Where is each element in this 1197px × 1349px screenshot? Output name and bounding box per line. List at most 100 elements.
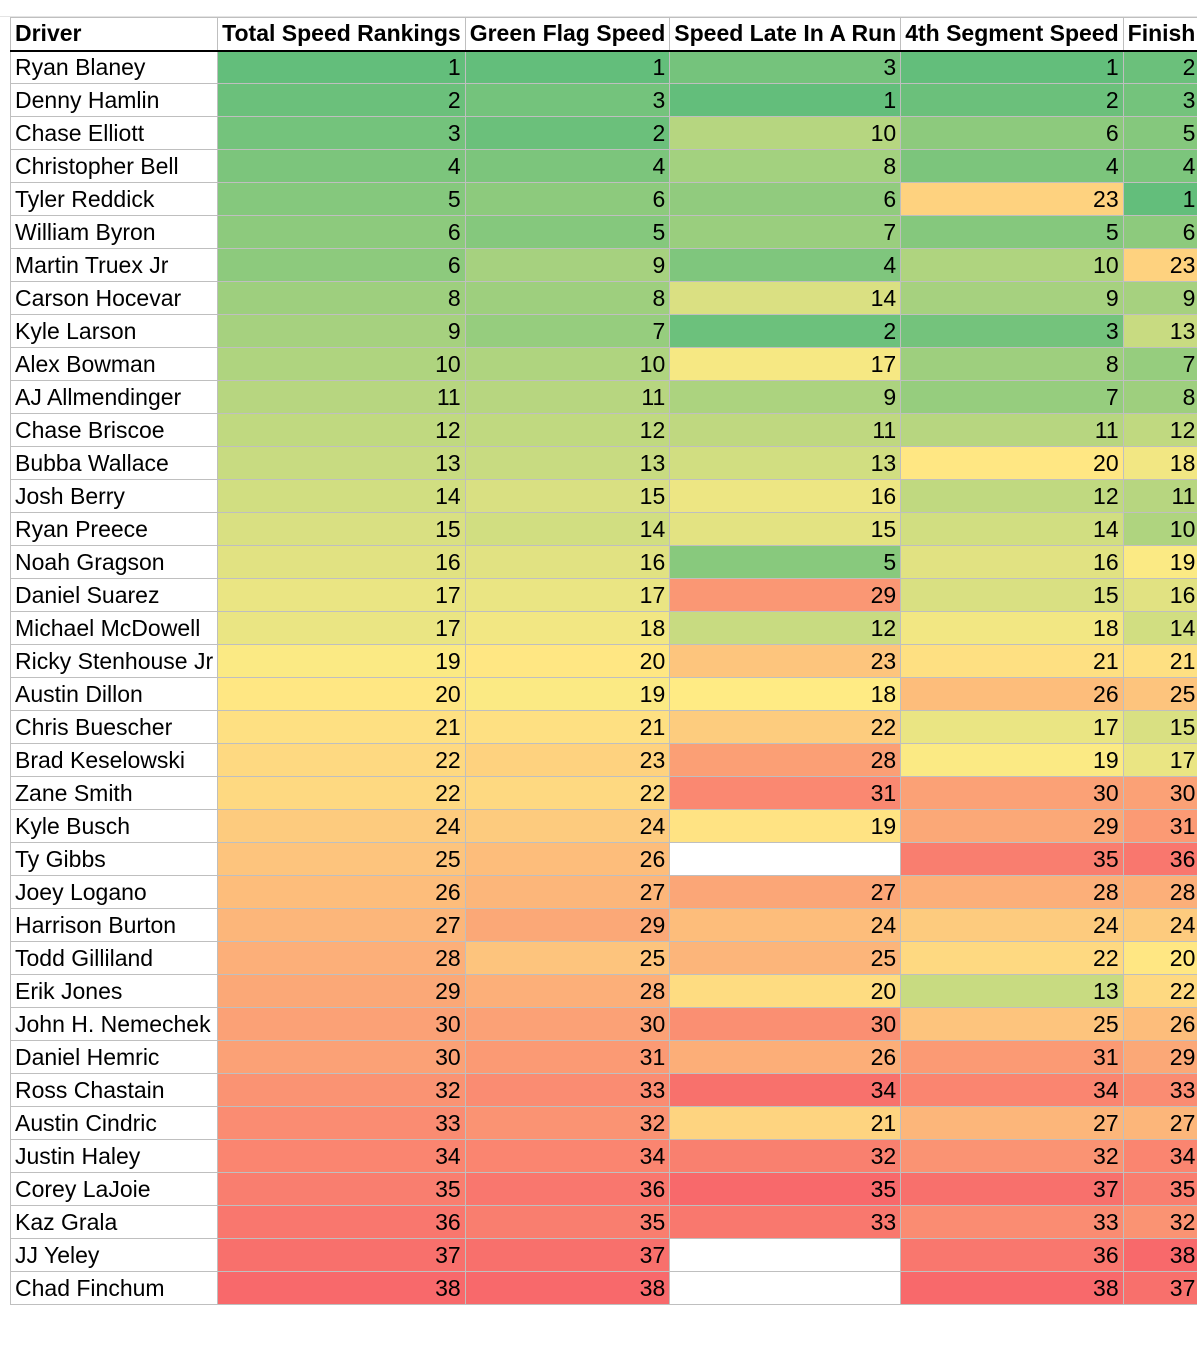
4th-segment-speed-cell[interactable]: 35 xyxy=(900,842,1124,876)
total-speed-rankings-cell[interactable]: 32 xyxy=(217,1073,466,1107)
finish-cell[interactable]: 24 xyxy=(1122,908,1197,942)
driver-name-cell[interactable]: Daniel Suarez xyxy=(9,578,219,612)
finish-cell[interactable]: 26 xyxy=(1122,1007,1197,1041)
finish-cell[interactable]: 1 xyxy=(1122,182,1197,216)
finish-cell[interactable]: 11 xyxy=(1122,479,1197,513)
4th-segment-speed-cell[interactable]: 36 xyxy=(900,1238,1124,1272)
speed-late-in-a-run-cell[interactable]: 25 xyxy=(669,941,902,975)
green-flag-speed-cell[interactable]: 35 xyxy=(464,1205,671,1239)
green-flag-speed-cell[interactable]: 5 xyxy=(464,215,671,249)
green-flag-speed-cell[interactable]: 14 xyxy=(464,512,671,546)
finish-cell[interactable]: 12 xyxy=(1122,413,1197,447)
speed-late-in-a-run-cell[interactable]: 3 xyxy=(669,50,902,84)
total-speed-rankings-cell[interactable]: 17 xyxy=(217,611,466,645)
total-speed-rankings-cell[interactable]: 6 xyxy=(217,215,466,249)
green-flag-speed-cell[interactable]: 26 xyxy=(464,842,671,876)
speed-late-in-a-run-cell[interactable]: 11 xyxy=(669,413,902,447)
4th-segment-speed-cell[interactable]: 37 xyxy=(900,1172,1124,1206)
speed-late-in-a-run-cell[interactable]: 7 xyxy=(669,215,902,249)
green-flag-speed-cell[interactable]: 34 xyxy=(464,1139,671,1173)
speed-late-in-a-run-cell[interactable] xyxy=(669,1238,902,1272)
speed-late-in-a-run-cell[interactable]: 30 xyxy=(669,1007,902,1041)
finish-cell[interactable]: 22 xyxy=(1122,974,1197,1008)
finish-cell[interactable]: 30 xyxy=(1122,776,1197,810)
4th-segment-speed-cell[interactable]: 33 xyxy=(900,1205,1124,1239)
total-speed-rankings-cell[interactable]: 8 xyxy=(217,281,466,315)
finish-cell[interactable]: 14 xyxy=(1122,611,1197,645)
green-flag-speed-cell[interactable]: 21 xyxy=(464,710,671,744)
driver-name-cell[interactable]: Bubba Wallace xyxy=(9,446,219,480)
speed-late-in-a-run-cell[interactable]: 1 xyxy=(669,83,902,117)
speed-late-in-a-run-cell[interactable]: 24 xyxy=(669,908,902,942)
finish-cell[interactable]: 23 xyxy=(1122,248,1197,282)
driver-name-cell[interactable]: Josh Berry xyxy=(9,479,219,513)
green-flag-speed-cell[interactable]: 25 xyxy=(464,941,671,975)
green-flag-speed-cell[interactable]: 19 xyxy=(464,677,671,711)
total-speed-rankings-cell[interactable]: 35 xyxy=(217,1172,466,1206)
speed-late-in-a-run-cell[interactable]: 15 xyxy=(669,512,902,546)
total-speed-rankings-cell[interactable]: 22 xyxy=(217,743,466,777)
speed-late-in-a-run-cell[interactable]: 6 xyxy=(669,182,902,216)
total-speed-rankings-cell[interactable]: 28 xyxy=(217,941,466,975)
total-speed-rankings-cell[interactable]: 29 xyxy=(217,974,466,1008)
finish-cell[interactable]: 28 xyxy=(1122,875,1197,909)
driver-name-cell[interactable]: Carson Hocevar xyxy=(9,281,219,315)
total-speed-rankings-cell[interactable]: 1 xyxy=(217,50,466,84)
driver-name-cell[interactable]: Austin Cindric xyxy=(9,1106,219,1140)
finish-cell[interactable]: 21 xyxy=(1122,644,1197,678)
total-speed-rankings-cell[interactable]: 34 xyxy=(217,1139,466,1173)
finish-cell[interactable]: 31 xyxy=(1122,809,1197,843)
speed-late-in-a-run-cell[interactable]: 22 xyxy=(669,710,902,744)
header-total-speed-rankings[interactable]: Total Speed Rankings xyxy=(217,17,466,52)
green-flag-speed-cell[interactable]: 4 xyxy=(464,149,671,183)
driver-name-cell[interactable]: Chase Briscoe xyxy=(9,413,219,447)
total-speed-rankings-cell[interactable]: 3 xyxy=(217,116,466,150)
speed-late-in-a-run-cell[interactable]: 21 xyxy=(669,1106,902,1140)
header-4th-segment-speed[interactable]: 4th Segment Speed xyxy=(900,17,1124,52)
speed-late-in-a-run-cell[interactable]: 2 xyxy=(669,314,902,348)
4th-segment-speed-cell[interactable]: 25 xyxy=(900,1007,1124,1041)
finish-cell[interactable]: 29 xyxy=(1122,1040,1197,1074)
total-speed-rankings-cell[interactable]: 19 xyxy=(217,644,466,678)
green-flag-speed-cell[interactable]: 3 xyxy=(464,83,671,117)
green-flag-speed-cell[interactable]: 20 xyxy=(464,644,671,678)
green-flag-speed-cell[interactable]: 18 xyxy=(464,611,671,645)
total-speed-rankings-cell[interactable]: 20 xyxy=(217,677,466,711)
finish-cell[interactable]: 35 xyxy=(1122,1172,1197,1206)
green-flag-speed-cell[interactable]: 32 xyxy=(464,1106,671,1140)
green-flag-speed-cell[interactable]: 6 xyxy=(464,182,671,216)
green-flag-speed-cell[interactable]: 10 xyxy=(464,347,671,381)
4th-segment-speed-cell[interactable]: 24 xyxy=(900,908,1124,942)
driver-name-cell[interactable]: Denny Hamlin xyxy=(9,83,219,117)
finish-cell[interactable]: 5 xyxy=(1122,116,1197,150)
driver-name-cell[interactable]: Brad Keselowski xyxy=(9,743,219,777)
driver-name-cell[interactable]: Christopher Bell xyxy=(9,149,219,183)
green-flag-speed-cell[interactable]: 15 xyxy=(464,479,671,513)
4th-segment-speed-cell[interactable]: 20 xyxy=(900,446,1124,480)
driver-name-cell[interactable]: Alex Bowman xyxy=(9,347,219,381)
total-speed-rankings-cell[interactable]: 37 xyxy=(217,1238,466,1272)
driver-name-cell[interactable]: AJ Allmendinger xyxy=(9,380,219,414)
total-speed-rankings-cell[interactable]: 21 xyxy=(217,710,466,744)
driver-name-cell[interactable]: JJ Yeley xyxy=(9,1238,219,1272)
4th-segment-speed-cell[interactable]: 38 xyxy=(900,1271,1124,1305)
total-speed-rankings-cell[interactable]: 33 xyxy=(217,1106,466,1140)
total-speed-rankings-cell[interactable]: 6 xyxy=(217,248,466,282)
green-flag-speed-cell[interactable]: 7 xyxy=(464,314,671,348)
driver-name-cell[interactable]: Tyler Reddick xyxy=(9,182,219,216)
4th-segment-speed-cell[interactable]: 15 xyxy=(900,578,1124,612)
finish-cell[interactable]: 16 xyxy=(1122,578,1197,612)
speed-late-in-a-run-cell[interactable]: 33 xyxy=(669,1205,902,1239)
4th-segment-speed-cell[interactable]: 2 xyxy=(900,83,1124,117)
driver-name-cell[interactable]: John H. Nemechek xyxy=(9,1007,219,1041)
speed-late-in-a-run-cell[interactable]: 19 xyxy=(669,809,902,843)
driver-name-cell[interactable]: Corey LaJoie xyxy=(9,1172,219,1206)
4th-segment-speed-cell[interactable]: 28 xyxy=(900,875,1124,909)
driver-name-cell[interactable]: Kaz Grala xyxy=(9,1205,219,1239)
total-speed-rankings-cell[interactable]: 11 xyxy=(217,380,466,414)
4th-segment-speed-cell[interactable]: 1 xyxy=(900,50,1124,84)
green-flag-speed-cell[interactable]: 16 xyxy=(464,545,671,579)
speed-late-in-a-run-cell[interactable]: 12 xyxy=(669,611,902,645)
green-flag-speed-cell[interactable]: 12 xyxy=(464,413,671,447)
total-speed-rankings-cell[interactable]: 4 xyxy=(217,149,466,183)
